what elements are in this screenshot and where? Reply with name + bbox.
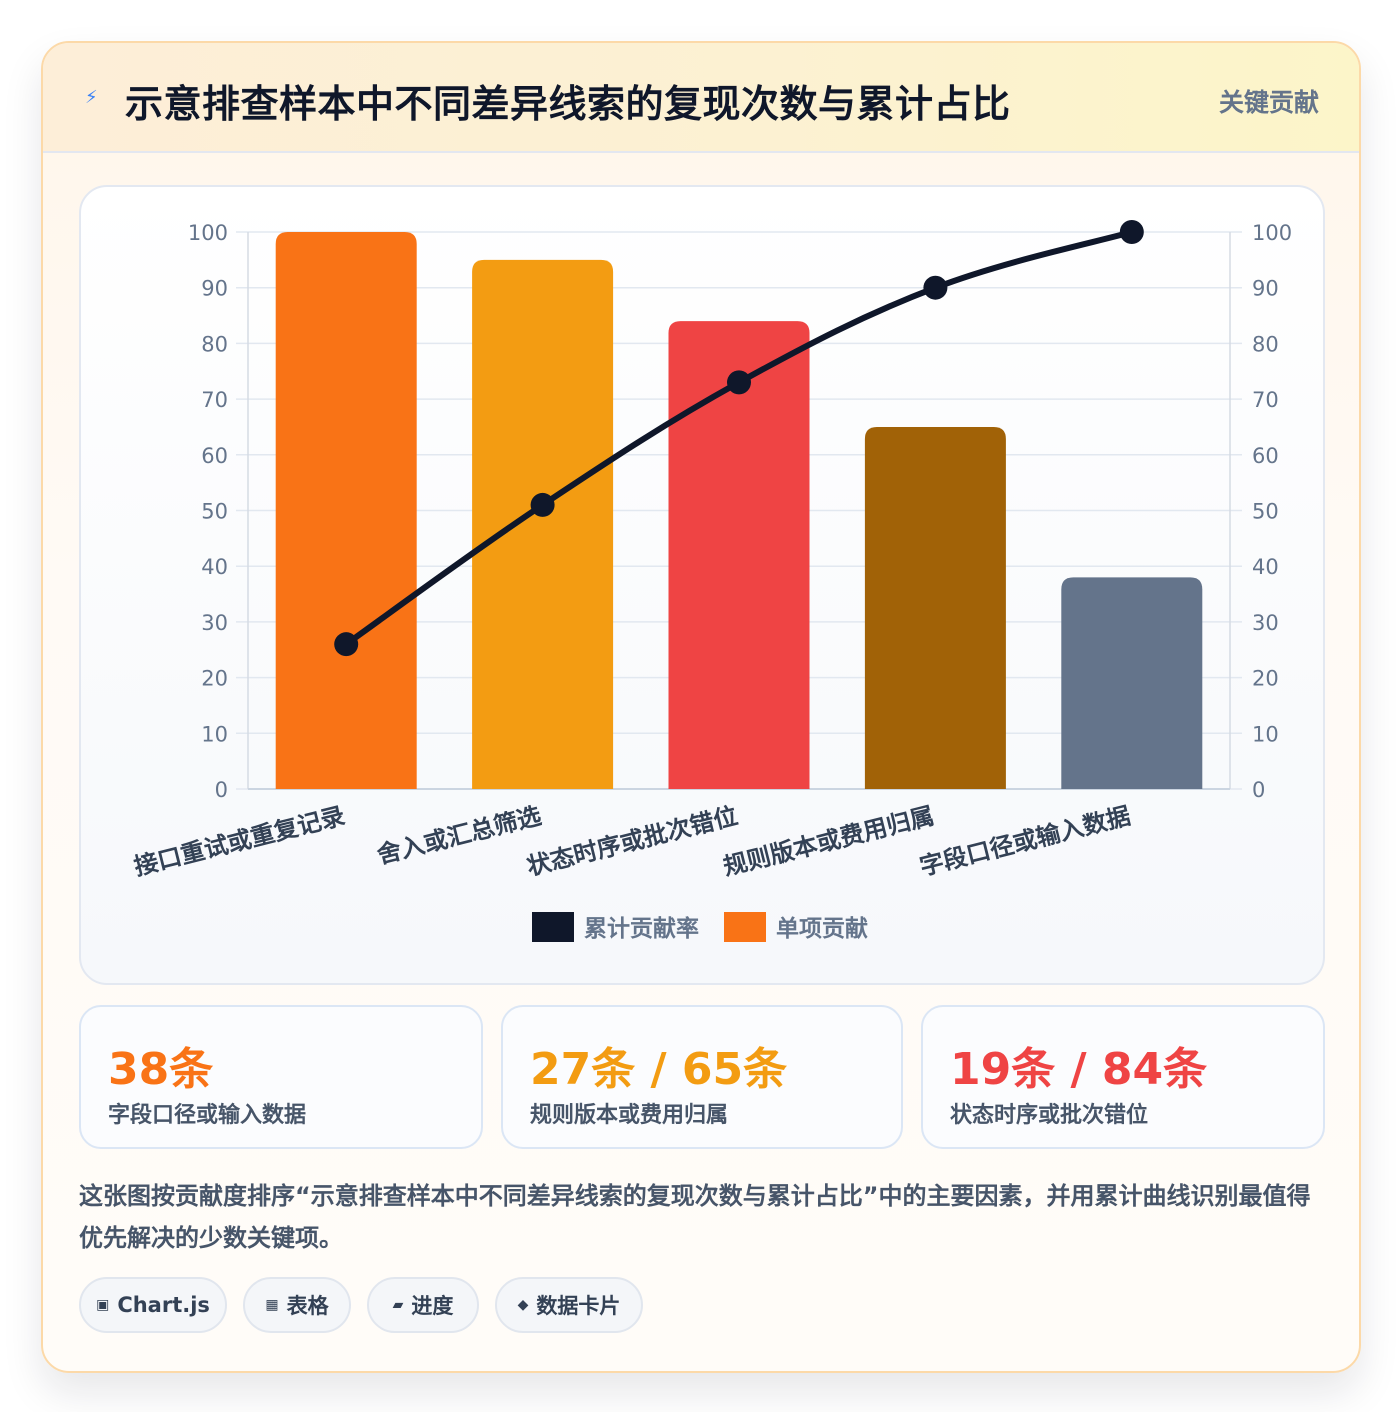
report-card: ⚡ 示意排查样本中不同差异线索的复现次数与累计占比 关键贡献 0 0 10 10 20 2… [41, 41, 1361, 1373]
tag-label: Chart.js [117, 1293, 210, 1317]
y-tick-label: 0 [215, 778, 228, 802]
stat-card-1: 38条 字段口径或输入数据 [79, 1005, 483, 1149]
table-icon: ▦ [265, 1297, 279, 1313]
key-contribution-badge: 关键贡献 [1218, 88, 1319, 117]
legend-label: 累计贡献率 [584, 915, 699, 942]
y-tick-label: 70 [201, 388, 228, 412]
y2-tick-label: 40 [1252, 555, 1279, 579]
y2-tick-label: 70 [1252, 388, 1279, 412]
y-tick-label: 40 [201, 555, 228, 579]
stat-value: 38条 [108, 1044, 214, 1095]
diamond-icon: ◆ [517, 1297, 529, 1313]
cumulative-point [1119, 220, 1144, 244]
tag-progress[interactable]: ▰ 进度 [367, 1277, 479, 1333]
bar [1061, 577, 1203, 789]
cumulative-point [334, 632, 359, 657]
card-header: ⚡ 示意排查样本中不同差异线索的复现次数与累计占比 关键贡献 [43, 43, 1359, 153]
x-tick-label: 接口重试或重复记录 [131, 802, 347, 881]
bar [668, 321, 810, 789]
lightning-icon: ⚡ [85, 87, 98, 108]
pareto-chart: 0 0 10 10 20 20 30 30 40 40 50 50 60 60 70 70 80 80 90 90 10… [131, 220, 1292, 942]
legend-swatch [724, 912, 766, 942]
cumulative-point [923, 275, 948, 300]
tag-chartjs[interactable]: ▣ Chart.js [79, 1277, 227, 1333]
x-tick-label: 规则版本或费用归属 [720, 802, 936, 881]
y2-tick-label: 80 [1252, 332, 1279, 356]
tag-label: 表格 [286, 1294, 329, 1318]
stat-label: 状态时序或批次错位 [950, 1103, 1149, 1128]
y2-tick-label: 10 [1252, 722, 1279, 746]
x-tick-label: 舍入或汇总筛选 [374, 802, 544, 870]
y-tick-label: 10 [201, 722, 228, 746]
cumulative-point [727, 370, 751, 395]
y2-tick-label: 100 [1252, 221, 1292, 245]
tag-label: 进度 [411, 1294, 454, 1318]
stat-label: 规则版本或费用归属 [530, 1103, 729, 1128]
y-tick-label: 50 [201, 500, 228, 524]
tag-table[interactable]: ▦ 表格 [243, 1277, 351, 1333]
y2-tick-label: 30 [1252, 611, 1279, 635]
tag-data-card[interactable]: ◆ 数据卡片 [495, 1277, 643, 1333]
y2-tick-label: 20 [1252, 667, 1279, 691]
stat-card-3: 19条 / 84条 状态时序或批次错位 [921, 1005, 1325, 1149]
y2-tick-label: 0 [1252, 778, 1265, 802]
bar [275, 232, 417, 789]
bar [864, 426, 1006, 789]
stat-value: 27条 / 65条 [530, 1044, 788, 1095]
y-tick-label: 60 [201, 444, 228, 468]
y2-tick-label: 90 [1252, 277, 1279, 301]
chart-description: 这张图按贡献度排序“示意排查样本中不同差异线索的复现次数与累计占比”中的主要因素… [79, 1182, 1311, 1252]
y-tick-label: 30 [201, 611, 228, 635]
stat-label: 字段口径或输入数据 [108, 1103, 307, 1128]
stat-card-2: 27条 / 65条 规则版本或费用归属 [501, 1005, 903, 1149]
page-title: 示意排查样本中不同差异线索的复现次数与累计占比 [125, 82, 1011, 126]
legend-swatch [532, 912, 574, 942]
bar [472, 259, 614, 790]
tag-label: 数据卡片 [536, 1294, 621, 1318]
stat-value: 19条 / 84条 [950, 1044, 1208, 1095]
cumulative-point [530, 492, 555, 517]
x-tick-label: 字段口径或输入数据 [917, 802, 1133, 881]
y2-tick-label: 50 [1252, 500, 1279, 524]
y-tick-label: 20 [201, 667, 228, 691]
y-tick-label: 80 [201, 332, 228, 356]
pareto-chart-panel: 0 0 10 10 20 20 30 30 40 40 50 50 60 60 70 70 80 80 90 90 10… [79, 185, 1325, 985]
y2-tick-label: 60 [1252, 444, 1279, 468]
y-tick-label: 90 [201, 277, 228, 301]
chip-icon: ▣ [96, 1297, 110, 1313]
y-tick-label: 100 [188, 221, 228, 245]
legend-label: 单项贡献 [776, 916, 868, 942]
progress-icon: ▰ [392, 1297, 404, 1313]
x-tick-label: 状态时序或批次错位 [524, 802, 740, 881]
